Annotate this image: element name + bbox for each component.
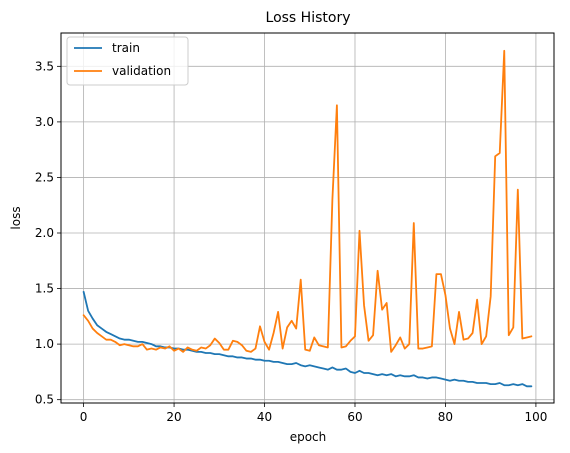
series-layer	[82, 49, 533, 388]
y-tick-label: 3.5	[35, 59, 54, 73]
y-tick-label: 1.0	[35, 337, 54, 351]
x-tick-label: 0	[80, 410, 88, 424]
y-tick-label: 0.5	[35, 393, 54, 407]
legend-label-train: train	[112, 41, 140, 55]
y-tick-label: 2.0	[35, 226, 54, 240]
y-tick-label: 2.5	[35, 170, 54, 184]
legend: train validation	[66, 36, 189, 86]
y-tick-label: 3.0	[35, 115, 54, 129]
series-line-validation	[82, 49, 533, 353]
y-axis-label: loss	[9, 206, 23, 229]
x-tick-label: 60	[347, 410, 362, 424]
x-tick-label: 80	[438, 410, 453, 424]
x-tick-label: 100	[524, 410, 547, 424]
legend-label-validation: validation	[112, 64, 171, 78]
x-tick-label: 20	[166, 410, 181, 424]
y-tick-label: 1.5	[35, 282, 54, 296]
x-axis: 0 20 40 60 80 100	[80, 403, 547, 424]
x-tick-label: 40	[257, 410, 272, 424]
legend-box	[66, 36, 189, 86]
plot-frame	[60, 32, 555, 404]
chart-title: Loss History	[266, 10, 351, 26]
x-axis-label: epoch	[290, 430, 327, 444]
y-axis: 0.5 1.0 1.5 2.0 2.5 3.0 3.5	[35, 59, 61, 407]
series-line-train	[82, 290, 533, 388]
